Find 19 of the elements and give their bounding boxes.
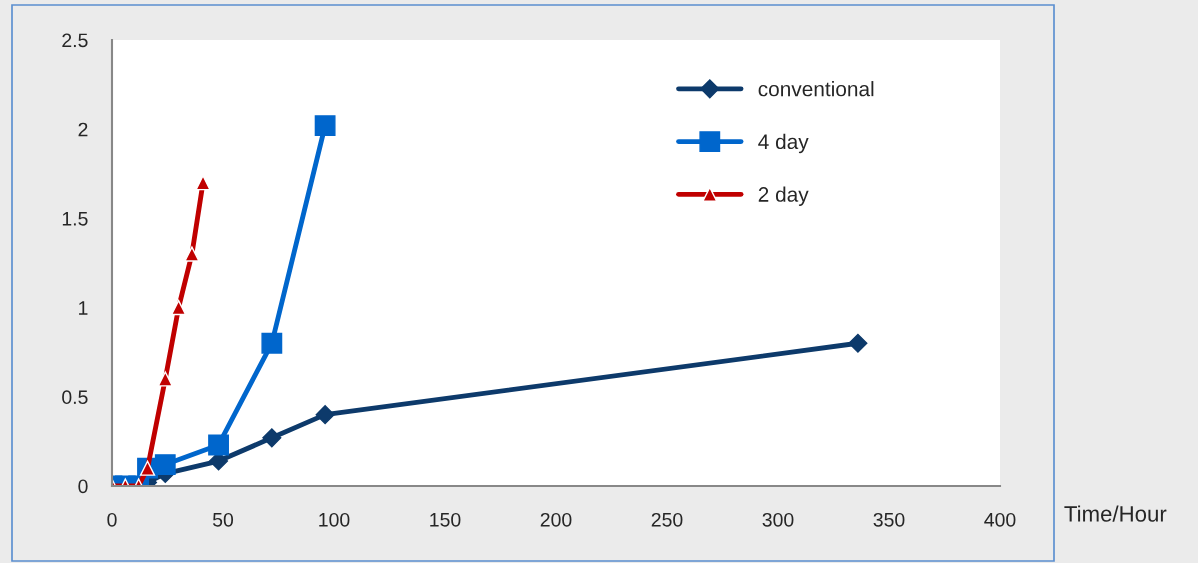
x-tick-label: 100 [319,512,350,527]
y-tick-label: 0.5 [62,390,88,405]
legend-label: conventional [758,81,874,97]
x-tick-label: 0 [107,512,117,527]
y-tick-label: 0 [78,479,88,494]
x-tick-label: 400 [984,512,1016,527]
y-tick-label: 2 [78,122,88,137]
x-tick-label: 150 [430,512,461,527]
x-tick-label: 200 [540,512,572,527]
legend-label: 2 day [758,186,809,206]
x-tick-label: 50 [212,512,234,527]
x-tick-label: 300 [762,512,794,527]
x-tick-label: 250 [651,512,683,527]
legend-label: 4 day [758,133,809,154]
x-tick-label: 350 [873,512,905,527]
y-tick-label: 2.5 [62,33,88,48]
y-tick-label: 1.5 [62,212,88,226]
y-tick-label: 1 [79,301,88,315]
x-axis-title: Time/Hour [1064,505,1167,522]
